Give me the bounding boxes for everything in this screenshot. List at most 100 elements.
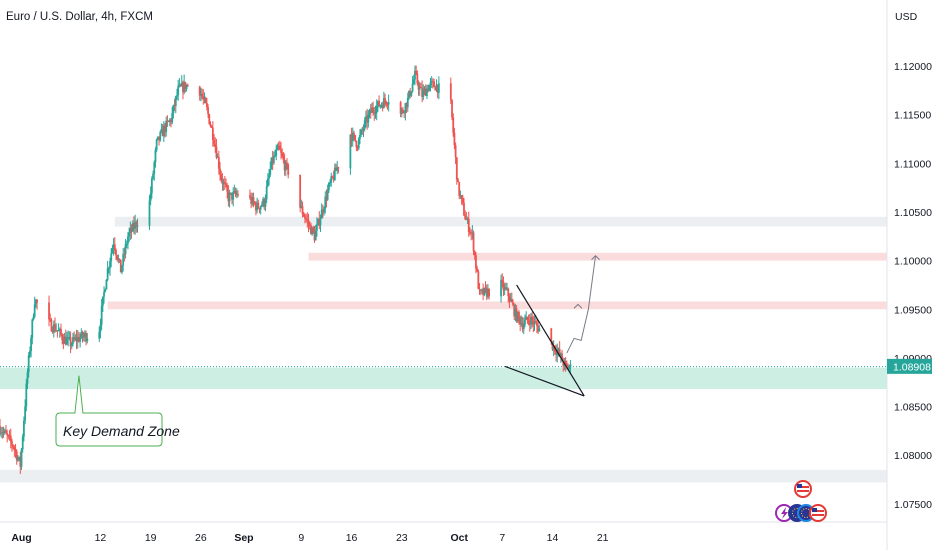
price-ticks[interactable]: 1.12000 1.11500 1.11000 1.10500 1.10000 1.095… <box>894 61 932 511</box>
candle-314 <box>471 225 474 240</box>
candle-33 <box>49 313 52 323</box>
candle-3 <box>2 426 5 438</box>
time-tick-label: 26 <box>195 532 207 544</box>
candle-197 <box>299 174 302 213</box>
candle-177 <box>264 194 267 212</box>
zone-resistance-2[interactable] <box>107 301 887 310</box>
candle-306 <box>461 194 464 206</box>
projection-path[interactable] <box>566 255 597 354</box>
candle-54 <box>74 334 77 341</box>
zone-resistance-1[interactable] <box>308 252 887 261</box>
candle-6 <box>6 429 9 443</box>
candle-144 <box>214 137 217 153</box>
candle-190 <box>280 142 282 160</box>
candle-241 <box>362 124 365 138</box>
candle-132 <box>200 87 202 102</box>
price-tick-label: 1.07500 <box>894 499 932 511</box>
wedge-upper-line[interactable] <box>516 284 585 397</box>
candle-98 <box>148 195 151 230</box>
candle-337 <box>509 293 512 302</box>
candle-129 <box>185 84 188 92</box>
zone-key-demand-0[interactable] <box>0 367 887 390</box>
economic-events[interactable] <box>775 480 827 522</box>
candle-346 <box>520 315 523 327</box>
chart-title: Euro / U.S. Dollar, 4h, FXCM <box>6 11 153 23</box>
candle-109 <box>161 124 164 137</box>
time-tick-label: 19 <box>145 532 157 544</box>
candle-97 <box>136 218 139 233</box>
candle-272 <box>410 91 413 98</box>
candle-127 <box>183 74 186 95</box>
candle-363 <box>551 341 554 352</box>
candle-63 <box>85 330 87 346</box>
candle-224 <box>331 175 334 179</box>
candle-146 <box>216 153 219 158</box>
candle-264 <box>400 107 403 118</box>
candle-86 <box>123 247 126 262</box>
candle-205 <box>308 221 311 230</box>
candle-40 <box>57 323 60 332</box>
time-tick-label: 21 <box>597 532 609 544</box>
candle-355 <box>531 311 534 328</box>
candle-294 <box>436 84 439 99</box>
candle-159 <box>232 187 235 207</box>
candle-228 <box>336 160 339 175</box>
candle-296 <box>449 77 452 105</box>
candle-4 <box>3 428 6 435</box>
candle-217 <box>323 206 325 216</box>
candle-147 <box>217 150 220 175</box>
candle-161 <box>234 187 237 198</box>
price-tick-label: 1.08500 <box>894 402 932 414</box>
candle-215 <box>320 203 323 219</box>
candle-199 <box>301 201 304 218</box>
candle-69 <box>103 286 105 304</box>
us-flag-icon[interactable] <box>794 480 812 498</box>
candle-320 <box>478 283 481 295</box>
candle-339 <box>512 299 514 307</box>
candle-261 <box>386 102 389 110</box>
time-ticks[interactable]: Aug 12 19 26 Sep 9 16 23 Oct 7 14 21 <box>11 532 608 544</box>
candle-259 <box>384 93 386 107</box>
candle-100 <box>150 176 153 199</box>
us-flag-icon-2[interactable] <box>809 504 827 522</box>
candle-149 <box>220 170 223 183</box>
candle-309 <box>465 212 468 221</box>
candle-225 <box>332 170 335 183</box>
zone-neutral-3[interactable] <box>114 216 888 227</box>
candle-80 <box>116 254 119 262</box>
candle-70 <box>104 288 107 293</box>
candle-289 <box>430 76 433 89</box>
time-tick-label: 23 <box>396 532 408 544</box>
candle-81 <box>117 254 120 264</box>
candle-239 <box>360 128 363 137</box>
candle-257 <box>381 101 384 112</box>
candle-7 <box>7 434 10 440</box>
candle-152 <box>223 175 226 190</box>
candle-279 <box>418 81 421 96</box>
candle-293 <box>435 79 438 92</box>
candle-118 <box>172 104 175 119</box>
candle-252 <box>375 99 378 121</box>
time-tick-label: 14 <box>547 532 559 544</box>
zone-neutral-4[interactable] <box>0 469 887 483</box>
candle-200 <box>302 211 305 218</box>
candle-41 <box>58 327 61 338</box>
candle-130 <box>186 83 189 87</box>
wedge-lower-line[interactable] <box>504 365 585 397</box>
candle-1 <box>0 426 3 438</box>
candle-206 <box>310 222 312 235</box>
candle-208 <box>312 225 315 235</box>
candle-233 <box>353 130 355 141</box>
candle-183 <box>271 150 274 171</box>
candle-209 <box>313 225 316 243</box>
candle-348 <box>522 317 525 335</box>
candle-313 <box>470 229 473 241</box>
candle-307 <box>463 197 465 217</box>
candle-8 <box>8 430 11 441</box>
currency-label[interactable]: USD <box>895 11 918 23</box>
candle-359 <box>536 319 538 334</box>
candle-331 <box>502 276 505 296</box>
candle-99 <box>149 186 152 206</box>
candle-141 <box>210 125 213 129</box>
